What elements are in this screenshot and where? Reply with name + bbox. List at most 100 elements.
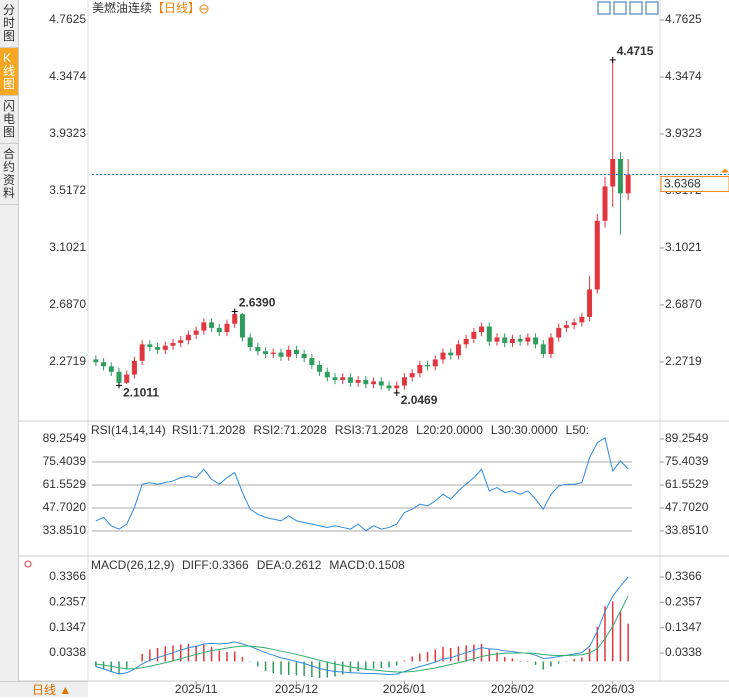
candle-body <box>533 337 539 345</box>
settings-icon[interactable] <box>24 560 32 568</box>
extreme-label: 4.4715 <box>617 44 654 58</box>
candle-body <box>193 330 199 335</box>
extreme-label: 2.0469 <box>401 393 438 407</box>
candle-body <box>394 385 400 389</box>
series-line <box>95 595 629 673</box>
candle-body <box>317 364 323 372</box>
candle-body <box>147 344 153 348</box>
last-price-label: 3.6368 <box>664 177 701 191</box>
candle-body <box>471 331 477 339</box>
y-tick-label: 3.5172 <box>49 183 86 197</box>
candle-body <box>355 380 361 383</box>
candle-body <box>255 347 261 352</box>
period-button[interactable]: 日线 ▲ <box>0 681 88 697</box>
y-tick-label: 0.1347 <box>49 620 86 634</box>
y-tick-label: 0.1347 <box>665 620 702 634</box>
tool-icon[interactable] <box>629 1 643 15</box>
y-tick-label: 4.7625 <box>665 12 702 26</box>
y-tick-label: 2.6870 <box>49 297 86 311</box>
candle-body <box>162 345 168 350</box>
candle-body <box>301 353 307 359</box>
legend-entry: MACD:0.1508 <box>329 558 405 572</box>
candle-body <box>579 316 585 323</box>
candle-body <box>293 349 299 354</box>
candle-body <box>440 352 446 360</box>
candle-body <box>178 340 184 343</box>
y-tick-label: 89.2549 <box>665 431 709 445</box>
y-tick-label: 3.1021 <box>49 240 86 254</box>
candle-body <box>155 347 161 350</box>
y-tick-label: 0.2357 <box>665 594 702 608</box>
candle-body <box>409 373 415 378</box>
y-tick-label: 61.5529 <box>43 477 87 491</box>
candle-body <box>332 377 338 381</box>
extreme-marker <box>609 56 616 63</box>
candle-body <box>463 338 469 345</box>
candle-body <box>448 352 454 356</box>
candle-body <box>509 338 515 343</box>
candle-body <box>571 322 577 326</box>
candle-body <box>286 349 292 357</box>
y-tick-label: 89.2549 <box>43 431 87 445</box>
sidebar: 分时图 K线图 闪电图 合约资料 <box>0 0 19 697</box>
tool-icon[interactable] <box>645 1 659 15</box>
candle-body <box>131 360 137 375</box>
panel-title: RSI(14,14,14) <box>91 423 166 437</box>
y-tick-label: 3.9323 <box>665 126 702 140</box>
toolbar <box>597 1 659 15</box>
y-tick-label: 3.1021 <box>665 240 702 254</box>
legend-entry: L20:20.0000 <box>416 423 483 437</box>
x-tick-label: 2026/03 <box>591 682 635 696</box>
extreme-marker <box>393 389 400 396</box>
x-tick-label: 2026/01 <box>383 682 427 696</box>
collapse-icon[interactable] <box>199 4 209 14</box>
y-tick-label: 75.4039 <box>665 454 709 468</box>
y-tick-label: 3.9323 <box>49 126 86 140</box>
legend-entry: RSI1:71.2028 <box>172 423 246 437</box>
legend-entry: L30:30.0000 <box>491 423 558 437</box>
y-tick-label: 0.3366 <box>665 569 702 583</box>
candle-body <box>540 344 546 354</box>
series-line <box>95 576 629 676</box>
sidebar-tab[interactable]: 闪电图 <box>0 96 18 144</box>
legend-entry: RSI2:71.2028 <box>253 423 327 437</box>
y-tick-label: 0.0338 <box>49 645 86 659</box>
tool-icon[interactable] <box>613 1 627 15</box>
extreme-marker <box>231 308 238 315</box>
last-price-box <box>660 176 729 193</box>
sidebar-tab[interactable]: 合约资料 <box>0 144 18 205</box>
candle-body <box>340 377 346 381</box>
candle-body <box>602 186 608 221</box>
candle-body <box>93 359 99 363</box>
candle-body <box>247 337 253 348</box>
legend-entry: DIFF:0.3366 <box>182 558 249 572</box>
candle-body <box>556 327 562 338</box>
period-label: 【日线】 <box>152 1 200 15</box>
y-tick-label: 4.7625 <box>49 12 86 26</box>
y-tick-label: 47.7020 <box>665 500 709 514</box>
candle-body <box>401 377 407 386</box>
candle-body <box>617 158 623 194</box>
candle-body <box>270 352 276 354</box>
extreme-label: 2.6390 <box>239 296 276 310</box>
y-tick-label: 47.7020 <box>43 500 87 514</box>
tool-icon[interactable] <box>597 1 611 15</box>
y-tick-label: 4.3474 <box>49 69 86 83</box>
candle-body <box>309 358 315 365</box>
candle-body <box>170 342 176 346</box>
candle-body <box>278 352 284 357</box>
candle-body <box>101 362 107 367</box>
sidebar-tab[interactable]: K线图 <box>0 48 18 96</box>
candle-body <box>425 364 431 367</box>
sidebar-tab[interactable]: 分时图 <box>0 0 18 48</box>
candle-body <box>417 364 423 374</box>
y-tick-label: 61.5529 <box>665 477 709 491</box>
y-tick-label: 33.8510 <box>665 523 709 537</box>
candle-body <box>386 385 392 389</box>
candle-body <box>124 374 130 383</box>
y-tick-label: 2.2719 <box>49 354 86 368</box>
candle-body <box>502 337 508 343</box>
last-price-arrow <box>721 168 729 173</box>
candle-body <box>324 371 330 378</box>
